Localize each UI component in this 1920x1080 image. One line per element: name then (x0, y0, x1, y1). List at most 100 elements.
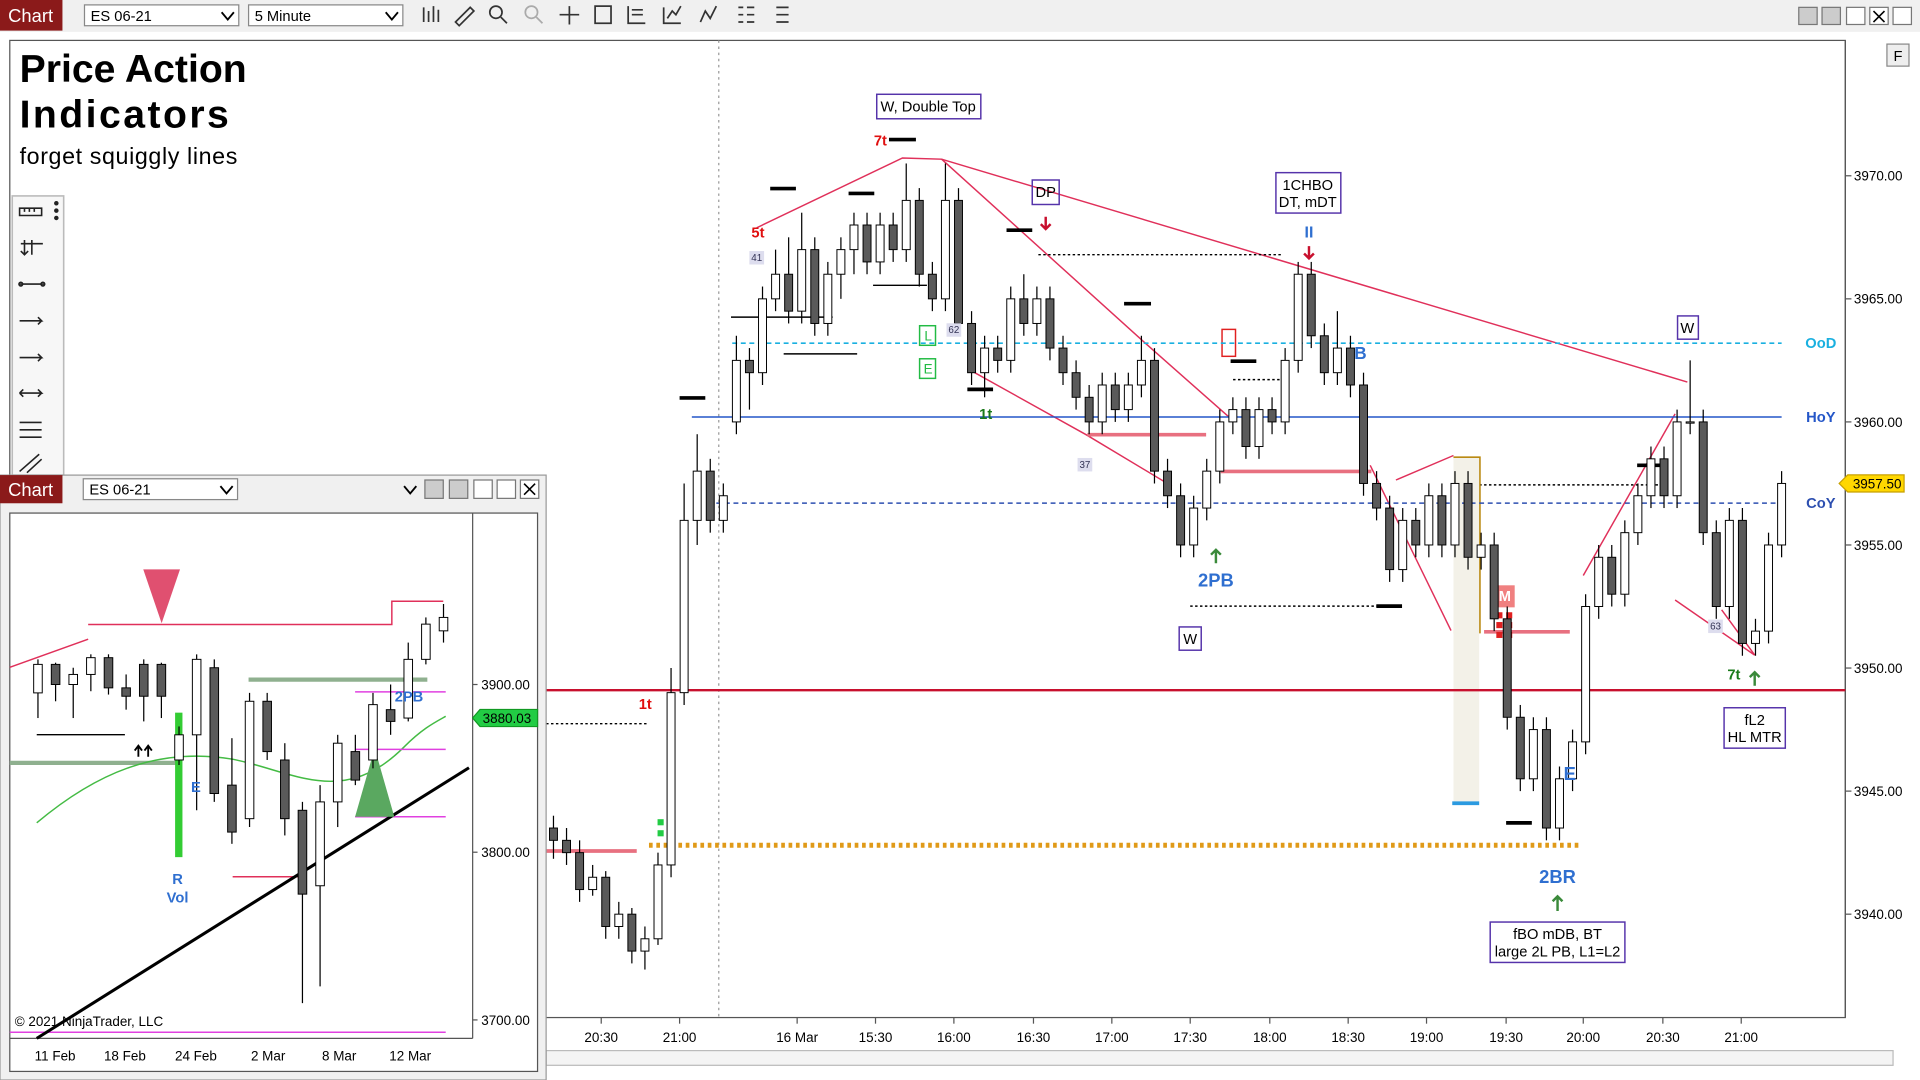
candle-body (1620, 532, 1630, 595)
window-buttons[interactable] (1798, 6, 1913, 26)
chart-button-label[interactable]: Chart (8, 479, 53, 500)
candle-body (692, 470, 702, 521)
last-price-label: 3957.50 (1853, 476, 1902, 491)
y-tick-label: 3800.00 (481, 845, 530, 860)
volume-bar (175, 712, 183, 858)
x-tick-label: 16 Mar (776, 1030, 818, 1045)
candle-body (1267, 409, 1277, 423)
drawing-tools[interactable] (11, 195, 65, 476)
candle-body (438, 616, 449, 632)
annotation: 2BR (1539, 866, 1576, 887)
annotation: B (1354, 343, 1366, 363)
candle-body (1202, 470, 1212, 509)
candle-body (297, 809, 308, 895)
candle-body (1385, 507, 1395, 571)
chart-button[interactable] (0, 0, 63, 31)
annotation: 1t (639, 697, 652, 713)
candle-body (627, 913, 637, 952)
dropdown-arrow (385, 11, 399, 22)
candle-body (385, 709, 396, 722)
annotation-tag (1077, 457, 1093, 472)
x-tick-label: 17:30 (1173, 1030, 1207, 1045)
annotation: 41 (751, 253, 762, 264)
candle-body (1306, 273, 1316, 337)
instrument-label[interactable]: ES 06-21 (89, 483, 150, 499)
candle-body (156, 663, 167, 697)
candle-body (993, 347, 1003, 361)
candle-body (421, 623, 431, 660)
instrument-select[interactable] (83, 4, 240, 27)
candle-body (1515, 716, 1525, 780)
x-tick-label: 17:00 (1095, 1030, 1129, 1045)
candle-body (33, 663, 43, 694)
x-tick-label: 18:00 (1253, 1030, 1287, 1045)
candle-body (797, 249, 807, 312)
y-tick-label: 3960.00 (1854, 415, 1903, 430)
candle-body (888, 224, 898, 251)
toolbar-icons[interactable] (422, 5, 789, 27)
window-buttons[interactable] (424, 479, 540, 499)
annotation: fBO mDB, BT (1513, 927, 1602, 943)
candle-body (1280, 359, 1290, 423)
instrument-select[interactable] (82, 478, 239, 501)
annotation: W (1183, 632, 1197, 648)
y-tick-label: 3955.00 (1854, 538, 1903, 553)
side-button-label[interactable]: F (1893, 49, 1902, 65)
main-chart: 3970.00 3965.00 3960.00 3955.00 3950.00 3945.… (546, 99, 1905, 1045)
annotation: HL MTR (1728, 730, 1782, 746)
annotation: M (1499, 589, 1511, 605)
candle-body (1071, 372, 1081, 398)
candle-body (1659, 458, 1669, 497)
candle-body (823, 273, 833, 324)
candle-body (1607, 556, 1617, 595)
annotation: E (1564, 763, 1576, 784)
y-tick-label: 3950.00 (1854, 661, 1903, 676)
copyright: © 2021 NinjaTrader, LLC (15, 1014, 164, 1029)
candle-body (1463, 482, 1473, 558)
side-button[interactable] (1886, 43, 1910, 67)
annotation: 62 (948, 325, 959, 336)
candle-body (940, 199, 950, 300)
x-tick-label: 21:00 (663, 1030, 697, 1045)
annotation-tag (749, 251, 765, 265)
candle-body (967, 322, 977, 374)
interval-label[interactable]: 5 Minute (255, 9, 311, 25)
annotation: 7t (874, 134, 887, 150)
candle-body (1293, 273, 1303, 361)
annotation: Vol (167, 890, 189, 906)
annotation: DP (1036, 185, 1057, 201)
y-tick-label: 3900.00 (481, 677, 530, 692)
candle-body (1437, 495, 1447, 546)
dropdown-arrow (219, 485, 418, 495)
candle-body (368, 704, 378, 761)
instrument-label[interactable]: ES 06-21 (91, 9, 152, 25)
candle-body (1110, 384, 1120, 411)
level-label: OoD (1805, 336, 1836, 352)
scrollbar[interactable] (545, 1050, 1894, 1066)
candle-body (1476, 544, 1486, 558)
candle-body (1711, 532, 1721, 608)
chart-button[interactable] (0, 475, 63, 504)
y-tick-label: 3970.00 (1854, 169, 1903, 184)
candle-body (562, 839, 572, 854)
candle-body (1228, 409, 1238, 423)
chart-button-label[interactable]: Chart (8, 5, 53, 26)
x-tick-label: 16:30 (1017, 1030, 1051, 1045)
annotation: R (172, 872, 183, 888)
candle-body (1163, 470, 1173, 497)
candle-body (191, 658, 202, 736)
candle-body (679, 519, 689, 694)
candle-body (810, 249, 820, 324)
level-label: CoY (1806, 496, 1836, 512)
interval-select[interactable] (247, 4, 404, 27)
candle-body (1541, 729, 1551, 829)
dropdown-arrow (220, 11, 235, 22)
annotation: W (1680, 321, 1694, 337)
candle-body (1150, 359, 1159, 472)
candle-body (1450, 482, 1460, 546)
candle-body (1764, 544, 1774, 632)
candle-body (1685, 421, 1695, 424)
candle-body (666, 692, 676, 866)
